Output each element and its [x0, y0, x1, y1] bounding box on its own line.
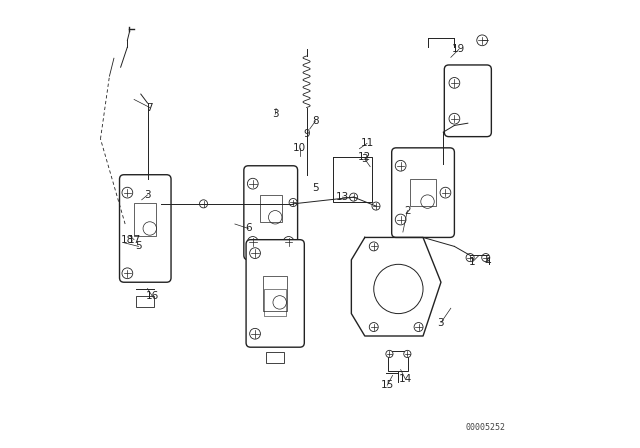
Circle shape — [369, 323, 378, 332]
Circle shape — [372, 202, 380, 210]
Circle shape — [248, 178, 258, 189]
Text: 1: 1 — [469, 257, 476, 267]
FancyBboxPatch shape — [246, 240, 305, 347]
Bar — [410, 179, 436, 206]
Circle shape — [369, 242, 378, 251]
Circle shape — [248, 237, 258, 247]
Circle shape — [250, 328, 260, 339]
Text: 15: 15 — [381, 380, 394, 390]
Text: 5: 5 — [312, 183, 319, 193]
FancyBboxPatch shape — [244, 166, 298, 260]
Text: 9: 9 — [303, 129, 310, 139]
Text: 5: 5 — [135, 241, 142, 251]
Text: 3: 3 — [438, 318, 444, 327]
Text: 3: 3 — [144, 190, 151, 200]
Text: 2: 2 — [404, 206, 411, 215]
Text: 10: 10 — [293, 143, 307, 153]
Bar — [264, 276, 287, 311]
Bar — [266, 352, 284, 363]
Circle shape — [466, 254, 474, 262]
Text: 19: 19 — [452, 44, 465, 54]
Circle shape — [414, 323, 423, 332]
Circle shape — [250, 248, 260, 258]
Circle shape — [122, 268, 132, 279]
Text: 11: 11 — [360, 138, 374, 148]
Circle shape — [200, 200, 207, 208]
Text: 3: 3 — [272, 109, 278, 119]
FancyBboxPatch shape — [120, 175, 171, 282]
Bar — [260, 195, 282, 222]
Circle shape — [386, 350, 393, 358]
Circle shape — [289, 198, 297, 207]
Text: 6: 6 — [245, 224, 252, 233]
Text: 7: 7 — [147, 103, 153, 112]
Text: 12: 12 — [358, 152, 371, 162]
Text: 8: 8 — [312, 116, 319, 126]
Text: 14: 14 — [399, 374, 412, 383]
Bar — [134, 203, 156, 236]
Circle shape — [122, 187, 132, 198]
Circle shape — [482, 254, 490, 262]
Circle shape — [284, 237, 294, 247]
Bar — [388, 350, 408, 371]
Text: 17: 17 — [127, 235, 141, 245]
Text: 16: 16 — [145, 291, 159, 301]
FancyBboxPatch shape — [392, 148, 454, 237]
Bar — [264, 289, 287, 316]
Text: 3: 3 — [362, 154, 368, 164]
Circle shape — [349, 193, 358, 201]
Text: 4: 4 — [484, 257, 492, 267]
Text: 13: 13 — [336, 192, 349, 202]
Circle shape — [396, 214, 406, 225]
FancyBboxPatch shape — [444, 65, 492, 137]
Circle shape — [396, 160, 406, 171]
Circle shape — [440, 187, 451, 198]
Circle shape — [477, 35, 488, 46]
Text: 18: 18 — [121, 235, 134, 245]
Text: 00005252: 00005252 — [466, 423, 506, 432]
Bar — [136, 296, 154, 307]
Circle shape — [449, 113, 460, 124]
Circle shape — [449, 78, 460, 88]
Circle shape — [404, 350, 411, 358]
